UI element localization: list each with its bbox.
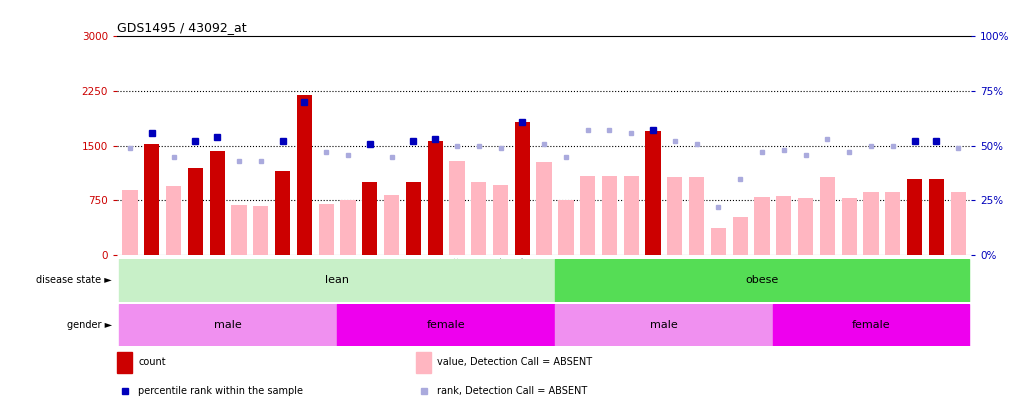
Bar: [188, 168, 203, 255]
Bar: [798, 198, 814, 255]
Bar: [117, 352, 132, 373]
Text: count: count: [138, 358, 166, 367]
Bar: [690, 177, 704, 255]
Bar: [580, 177, 595, 255]
Bar: [427, 141, 442, 255]
Bar: [341, 200, 356, 255]
Bar: [232, 205, 247, 255]
Bar: [711, 228, 726, 255]
Bar: [841, 198, 856, 255]
Text: female: female: [851, 320, 890, 330]
Text: rank, Detection Call = ABSENT: rank, Detection Call = ABSENT: [437, 386, 588, 396]
Bar: [863, 192, 879, 255]
Bar: [776, 196, 791, 255]
Bar: [384, 195, 399, 255]
Bar: [406, 181, 421, 255]
Bar: [297, 95, 312, 255]
Bar: [537, 162, 551, 255]
Bar: [732, 217, 747, 255]
Bar: [493, 185, 508, 255]
Bar: [416, 352, 431, 373]
Bar: [555, 259, 969, 302]
Bar: [646, 131, 661, 255]
Bar: [253, 206, 268, 255]
Bar: [558, 200, 574, 255]
Bar: [515, 122, 530, 255]
Bar: [623, 177, 639, 255]
Text: male: male: [215, 320, 242, 330]
Bar: [885, 192, 900, 255]
Bar: [318, 204, 334, 255]
Bar: [362, 182, 377, 255]
Text: lean: lean: [325, 275, 349, 286]
Bar: [117, 255, 971, 277]
Bar: [602, 177, 617, 255]
Bar: [555, 304, 773, 346]
Bar: [929, 179, 944, 255]
Bar: [773, 304, 969, 346]
Bar: [337, 304, 555, 346]
Text: value, Detection Call = ABSENT: value, Detection Call = ABSENT: [437, 358, 593, 367]
Text: percentile rank within the sample: percentile rank within the sample: [138, 386, 303, 396]
Bar: [450, 161, 465, 255]
Bar: [471, 182, 486, 255]
Text: female: female: [427, 320, 466, 330]
Text: gender ►: gender ►: [67, 320, 112, 330]
Text: male: male: [650, 320, 678, 330]
Bar: [951, 192, 966, 255]
Bar: [275, 171, 290, 255]
Bar: [667, 177, 682, 255]
Bar: [210, 151, 225, 255]
Text: GDS1495 / 43092_at: GDS1495 / 43092_at: [117, 21, 246, 34]
Bar: [820, 177, 835, 255]
Bar: [122, 190, 137, 255]
Bar: [119, 304, 337, 346]
Bar: [166, 186, 181, 255]
Bar: [755, 197, 770, 255]
Bar: [907, 179, 922, 255]
Bar: [119, 259, 555, 302]
Text: disease state ►: disease state ►: [37, 275, 112, 286]
Bar: [144, 144, 160, 255]
Text: obese: obese: [745, 275, 779, 286]
